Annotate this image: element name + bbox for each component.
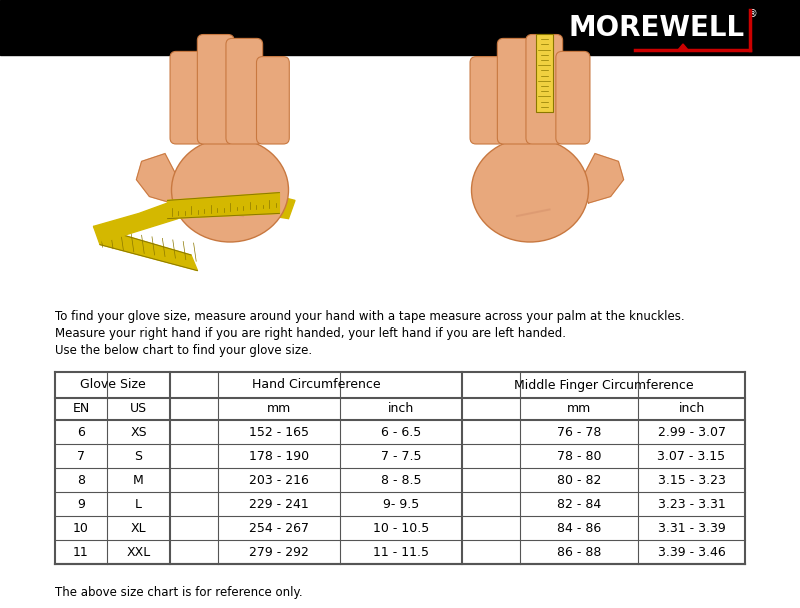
- Text: 6 - 6.5: 6 - 6.5: [381, 426, 421, 438]
- Ellipse shape: [471, 138, 589, 242]
- Text: M: M: [133, 474, 144, 486]
- Polygon shape: [579, 154, 624, 203]
- Text: 78 - 80: 78 - 80: [557, 449, 602, 463]
- Polygon shape: [272, 196, 295, 219]
- Text: 7 - 7.5: 7 - 7.5: [381, 449, 422, 463]
- Bar: [536, 34, 553, 112]
- Text: 11: 11: [73, 545, 89, 559]
- Text: 203 - 216: 203 - 216: [249, 474, 309, 486]
- Text: 86 - 88: 86 - 88: [557, 545, 601, 559]
- Polygon shape: [94, 203, 178, 242]
- Text: XXL: XXL: [126, 545, 150, 559]
- FancyBboxPatch shape: [257, 57, 290, 144]
- Text: US: US: [130, 402, 147, 415]
- Bar: [0, 0, 800, 55]
- Text: mm: mm: [267, 402, 291, 415]
- Text: 7: 7: [77, 449, 85, 463]
- Text: 3.07 - 3.15: 3.07 - 3.15: [658, 449, 726, 463]
- Text: S: S: [134, 449, 142, 463]
- FancyBboxPatch shape: [470, 57, 504, 144]
- Text: To find your glove size, measure around your hand with a tape measure across you: To find your glove size, measure around …: [55, 310, 685, 323]
- Text: 3.23 - 3.31: 3.23 - 3.31: [658, 497, 726, 511]
- Text: Middle Finger Circumference: Middle Finger Circumference: [514, 379, 694, 392]
- Text: Hand Circumference: Hand Circumference: [252, 379, 380, 392]
- Polygon shape: [678, 44, 688, 50]
- Text: 2.99 - 3.07: 2.99 - 3.07: [658, 426, 726, 438]
- Text: mm: mm: [567, 402, 591, 415]
- Polygon shape: [168, 193, 279, 219]
- Text: 229 - 241: 229 - 241: [249, 497, 309, 511]
- Text: inch: inch: [388, 402, 414, 415]
- Text: EN: EN: [72, 402, 90, 415]
- Text: L: L: [135, 497, 142, 511]
- Text: 9- 9.5: 9- 9.5: [383, 497, 419, 511]
- Text: 254 - 267: 254 - 267: [249, 522, 309, 534]
- Text: XL: XL: [130, 522, 146, 534]
- FancyBboxPatch shape: [498, 38, 534, 144]
- Text: Measure your right hand if you are right handed, your left hand if you are left : Measure your right hand if you are right…: [55, 327, 566, 340]
- Text: 8: 8: [77, 474, 85, 486]
- Text: ®: ®: [748, 9, 758, 19]
- FancyBboxPatch shape: [226, 38, 262, 144]
- FancyBboxPatch shape: [526, 35, 562, 144]
- Text: The above size chart is for reference only.: The above size chart is for reference on…: [55, 586, 302, 599]
- Text: 10 - 10.5: 10 - 10.5: [373, 522, 429, 534]
- Text: MOREWELL: MOREWELL: [569, 14, 745, 42]
- FancyBboxPatch shape: [170, 52, 204, 144]
- FancyBboxPatch shape: [198, 35, 234, 144]
- Text: 76 - 78: 76 - 78: [557, 426, 601, 438]
- Polygon shape: [94, 226, 198, 271]
- Text: 82 - 84: 82 - 84: [557, 497, 601, 511]
- Text: XS: XS: [130, 426, 147, 438]
- Text: 80 - 82: 80 - 82: [557, 474, 601, 486]
- Ellipse shape: [171, 138, 289, 242]
- Text: Use the below chart to find your glove size.: Use the below chart to find your glove s…: [55, 344, 312, 357]
- Text: 9: 9: [77, 497, 85, 511]
- Text: 3.39 - 3.46: 3.39 - 3.46: [658, 545, 726, 559]
- Text: 10: 10: [73, 522, 89, 534]
- Polygon shape: [136, 154, 181, 203]
- Text: 178 - 190: 178 - 190: [249, 449, 309, 463]
- Text: Glove Size: Glove Size: [80, 379, 146, 392]
- Text: inch: inch: [678, 402, 705, 415]
- FancyBboxPatch shape: [556, 52, 590, 144]
- Text: 152 - 165: 152 - 165: [249, 426, 309, 438]
- Text: 11 - 11.5: 11 - 11.5: [373, 545, 429, 559]
- Text: 3.31 - 3.39: 3.31 - 3.39: [658, 522, 726, 534]
- Text: 8 - 8.5: 8 - 8.5: [381, 474, 422, 486]
- Text: 6: 6: [77, 426, 85, 438]
- Text: 84 - 86: 84 - 86: [557, 522, 601, 534]
- Text: 3.15 - 3.23: 3.15 - 3.23: [658, 474, 726, 486]
- Text: 279 - 292: 279 - 292: [249, 545, 309, 559]
